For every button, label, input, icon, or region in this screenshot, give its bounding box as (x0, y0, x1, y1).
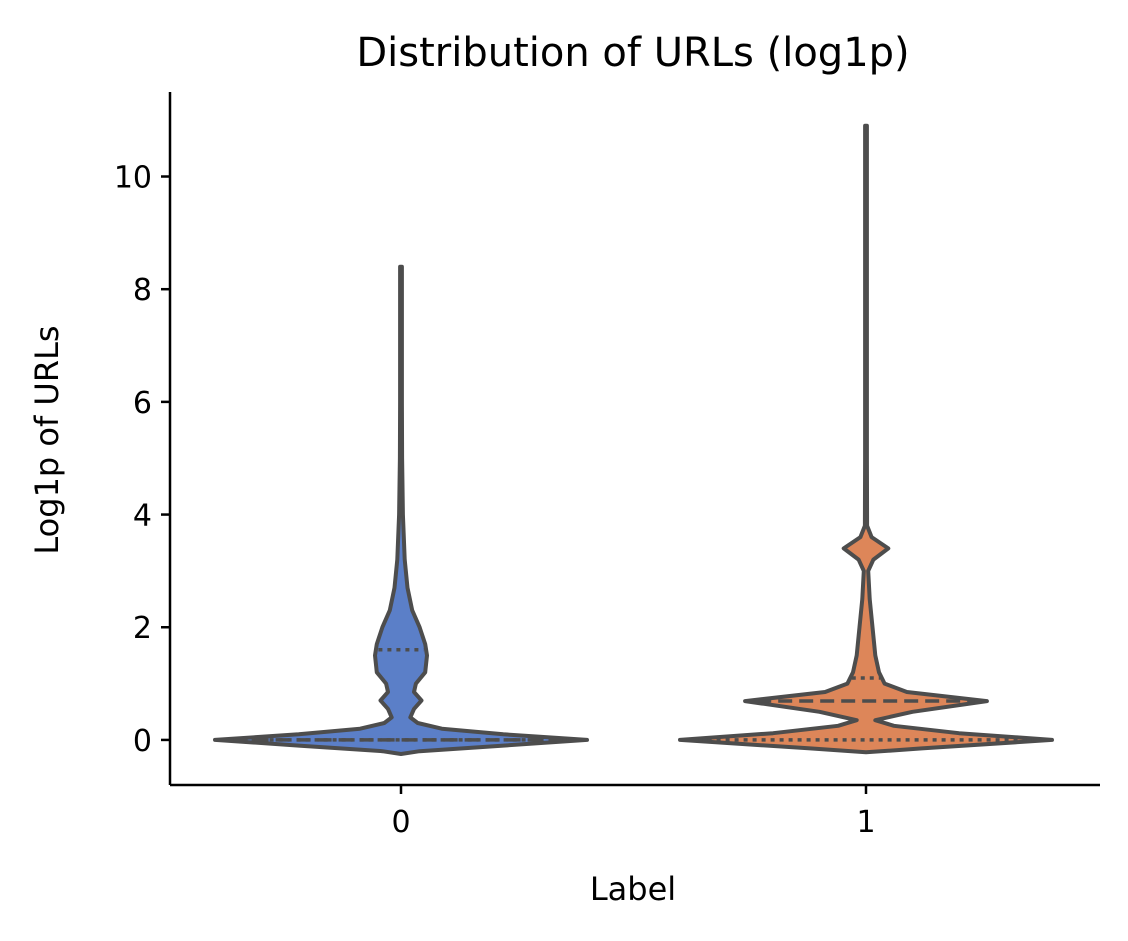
plot-area (213, 123, 1054, 756)
violin-1 (678, 123, 1054, 755)
y-tick-label: 8 (133, 273, 152, 308)
y-axis: 0 2 4 6 8 10 (114, 92, 172, 785)
y-tick-label: 10 (114, 161, 152, 196)
violin-body (678, 123, 1054, 755)
y-axis-label: Log1p of URLs (28, 325, 66, 554)
y-tick-label: 4 (133, 499, 152, 534)
x-axis-label: Label (590, 870, 676, 908)
y-tick-label: 6 (133, 386, 152, 421)
chart-title: Distribution of URLs (log1p) (356, 30, 909, 76)
y-tick-label: 0 (133, 724, 152, 759)
y-tick-label: 2 (133, 611, 152, 646)
violin-body (213, 264, 589, 756)
violin-0 (213, 264, 589, 756)
x-tick-label: 0 (391, 805, 410, 840)
x-tick-label: 1 (856, 805, 875, 840)
